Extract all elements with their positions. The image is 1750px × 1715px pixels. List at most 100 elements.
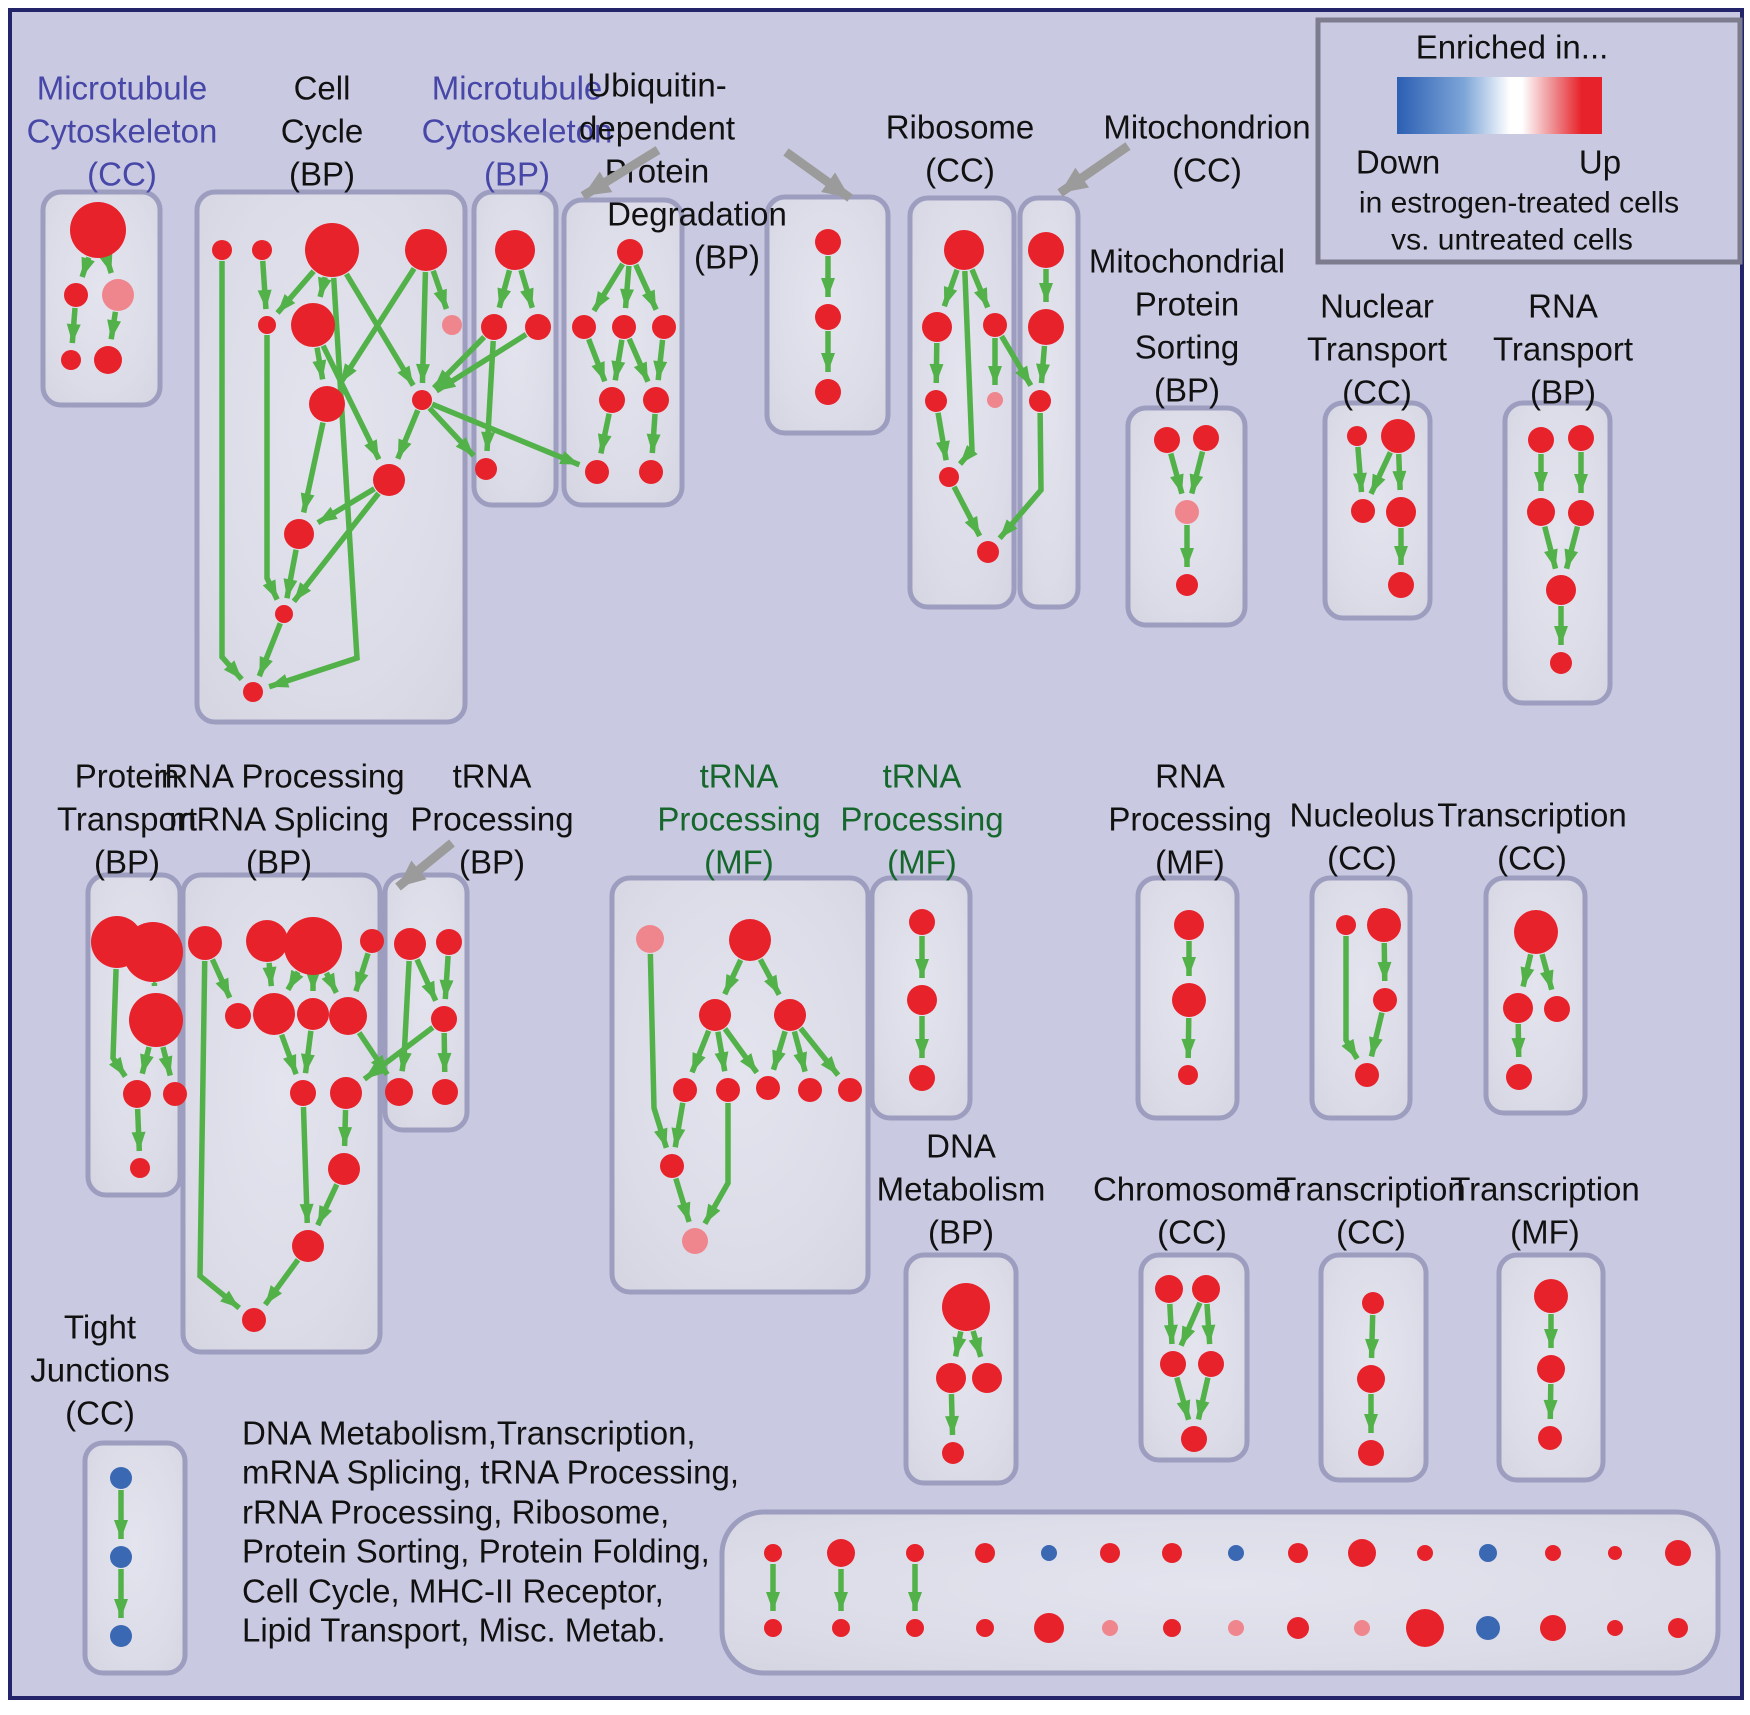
- edge: [131, 1108, 146, 1152]
- transcription-cc-mid-node-c1: [1514, 910, 1558, 954]
- misc-grid-node-top-13: [1545, 1545, 1561, 1561]
- ubiquitin-label: Ubiquitin-dependent Protein Degradation (BP…: [579, 67, 787, 276]
- microtubule-cc-label: Microtubule Cytoskeleton (CC): [27, 70, 218, 193]
- microtubule-bp-label: Microtubule Cytoskeleton (BP): [422, 70, 613, 193]
- cell-cycle-node-h: [309, 386, 345, 422]
- transcription-mf-node-a: [1534, 1279, 1568, 1313]
- misc-grid-node-top-2: [827, 1539, 855, 1567]
- cell-cycle-node-l: [275, 605, 293, 623]
- misc-grid-node-top-3: [906, 1544, 924, 1562]
- edge: [1189, 450, 1206, 495]
- rrna-mrna-node-r5: [225, 1003, 251, 1029]
- edge: [437, 1032, 452, 1073]
- edge: [321, 971, 339, 994]
- edge: [285, 969, 304, 992]
- misc-caption-line: Lipid Transport, Misc. Metab.: [242, 1612, 666, 1649]
- misc-clusters-box: [719, 1509, 1721, 1676]
- microtubule-cc-node-n5: [94, 346, 122, 374]
- edge: [969, 268, 991, 309]
- trna-mf-small-node-s2: [907, 985, 937, 1015]
- trna-bp-label: tRNA Processing (BP): [410, 758, 573, 881]
- trna-mf-large-node-w0: [636, 925, 664, 953]
- misc-grid-node-bottom-10: [1354, 1620, 1370, 1636]
- ubiq-chain-node-v3: [815, 379, 841, 405]
- rrna-mrna-node-r3: [284, 917, 342, 975]
- edge: [714, 1031, 729, 1072]
- ribosome-node-B: [983, 313, 1007, 337]
- edge: [997, 412, 1044, 541]
- edge: [591, 262, 626, 313]
- edge: [1368, 1011, 1385, 1058]
- misc-grid-node-top-1: [764, 1544, 782, 1562]
- ribosome-node-A: [922, 312, 952, 342]
- edge: [257, 260, 272, 310]
- mito-sorting-node-s3: [1176, 574, 1198, 596]
- misc-grid-node-top-11: [1417, 1545, 1433, 1561]
- cell-cycle-node-d: [405, 229, 447, 271]
- label-pointer-arrow: [783, 148, 853, 202]
- transcription-mf-label: Transcription (MF): [1450, 1171, 1640, 1251]
- figure-frame-border: [8, 8, 1744, 1700]
- misc-grid-node-bottom-13: [1540, 1615, 1566, 1641]
- edge: [597, 413, 612, 454]
- edge: [291, 491, 381, 604]
- rna-processing-mf-node-a: [1174, 910, 1204, 940]
- legend-subtitle-2: vs. untreated cells: [1391, 224, 1633, 257]
- ribosome-node-E: [977, 541, 999, 563]
- ribosome-box: [907, 195, 1017, 610]
- edge: [1174, 1376, 1192, 1421]
- cell-cycle-node-k: [284, 519, 314, 549]
- rna-processing-mf-node-c: [1178, 1065, 1198, 1085]
- nuclear-transport-node-b: [1381, 419, 1415, 453]
- edge: [275, 269, 316, 315]
- edge: [518, 269, 535, 309]
- edge: [158, 1046, 173, 1077]
- dna-metabolism-node-d2: [936, 1363, 966, 1393]
- edge: [1543, 1383, 1558, 1420]
- edge: [647, 953, 669, 1149]
- misc-grid-node-top-5: [1041, 1545, 1057, 1561]
- edge: [283, 549, 299, 599]
- edge: [929, 342, 944, 384]
- edge: [1365, 1314, 1380, 1359]
- ubiquitin-node-u6: [643, 387, 669, 413]
- edge: [1181, 1017, 1196, 1059]
- ribosome-node-T: [944, 230, 984, 270]
- edge: [722, 958, 744, 996]
- edge: [317, 276, 332, 298]
- cluster-boxes: [40, 189, 1721, 1676]
- edge: [278, 1033, 299, 1076]
- edge: [1392, 453, 1407, 491]
- nodes: [61, 202, 1691, 1647]
- edge: [414, 958, 439, 1002]
- legend-up-label: Up: [1579, 144, 1621, 181]
- edge: [434, 332, 528, 394]
- edge: [344, 272, 416, 387]
- rna-transport-node-e: [1546, 575, 1576, 605]
- edge: [431, 401, 581, 468]
- edge: [1178, 1301, 1203, 1347]
- rrna-mrna-node-r9: [290, 1080, 316, 1106]
- annotation-arrows: [395, 142, 1131, 891]
- tight-junctions-node-c: [110, 1625, 132, 1647]
- nuclear-transport-node-c: [1351, 499, 1375, 523]
- rrna-mrna-node-r13: [242, 1308, 266, 1332]
- edge: [397, 960, 412, 1072]
- rrna-mrna-node-r11: [328, 1153, 360, 1185]
- trna-mf-small-node-s3: [909, 1065, 935, 1091]
- transcription-cc-mid-label: Transcription (CC): [1437, 797, 1627, 877]
- legend-box: [1315, 17, 1743, 265]
- chromosome-label: Chromosome (CC): [1093, 1171, 1291, 1251]
- microtubule-bp-node-t3: [525, 314, 551, 340]
- nuclear-transport-label: Nuclear Transport (CC): [1307, 288, 1447, 411]
- dna-metabolism-label: DNA Metabolism (BP): [877, 1128, 1046, 1251]
- dna-metabolism-node-d1: [942, 1283, 990, 1331]
- edge: [353, 952, 371, 993]
- legend-down-label: Down: [1356, 144, 1440, 181]
- cell-cycle-node-e: [258, 316, 276, 334]
- ubiquitin-node-u2: [572, 315, 596, 339]
- chromosome-node-h2: [1192, 1275, 1220, 1303]
- tight-junctions-label: Tight Junctions (CC): [30, 1309, 169, 1432]
- misc-grid-node-bottom-2: [832, 1619, 850, 1637]
- misc-grid-node-bottom-3: [906, 1619, 924, 1637]
